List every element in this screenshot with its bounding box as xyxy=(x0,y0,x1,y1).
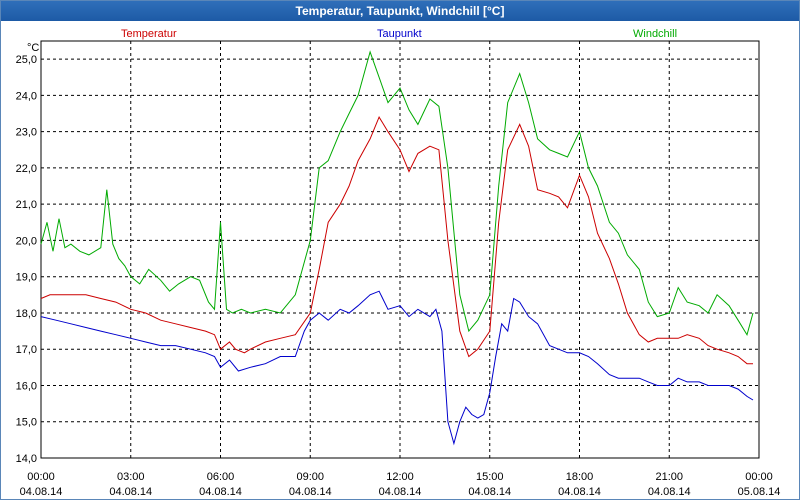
x-tick-date-label: 04.08.14 xyxy=(289,486,332,498)
x-tick-time-label: 12:00 xyxy=(386,471,414,483)
x-tick-time-label: 15:00 xyxy=(476,471,504,483)
series-line-taupunkt xyxy=(40,290,754,446)
series-line-temperatur xyxy=(40,115,753,365)
x-tick-date-label: 05.08.14 xyxy=(738,486,781,498)
y-tick-label: 20,0 xyxy=(16,235,37,247)
x-tick-time-label: 06:00 xyxy=(207,471,235,483)
x-tick-date-label: 04.08.14 xyxy=(379,486,422,498)
y-tick-label: 17,0 xyxy=(16,344,37,356)
x-tick-date-label: 04.08.14 xyxy=(468,486,511,498)
x-tick-time-label: 03:00 xyxy=(117,471,145,483)
x-tick-time-label: 00:00 xyxy=(745,471,773,483)
y-tick-label: 21,0 xyxy=(16,199,37,211)
y-tick-label: 15,0 xyxy=(16,417,37,429)
legend-taupunkt: Taupunkt xyxy=(377,28,422,40)
y-tick-label: 19,0 xyxy=(16,272,37,284)
y-tick-label: 16,0 xyxy=(16,380,37,392)
x-tick-date-label: 04.08.14 xyxy=(558,486,601,498)
y-tick-label: 25,0 xyxy=(16,54,37,66)
x-tick-time-label: 00:00 xyxy=(27,471,55,483)
legend-temperatur: Temperatur xyxy=(121,28,177,40)
y-tick-label: 24,0 xyxy=(16,90,37,102)
x-tick-date-label: 04.08.14 xyxy=(20,486,63,498)
y-tick-label: 14,0 xyxy=(16,453,37,465)
x-tick-time-label: 09:00 xyxy=(296,471,324,483)
series-line-windchill xyxy=(40,50,754,336)
y-axis-unit-label: °C xyxy=(27,42,39,54)
y-tick-label: 22,0 xyxy=(16,163,37,175)
y-tick-label: 23,0 xyxy=(16,127,37,139)
legend-windchill: Windchill xyxy=(633,28,677,40)
x-tick-time-label: 21:00 xyxy=(655,471,683,483)
chart-title: Temperatur, Taupunkt, Windchill [°C] xyxy=(1,1,799,21)
x-tick-date-label: 04.08.14 xyxy=(648,486,691,498)
y-tick-label: 18,0 xyxy=(16,308,37,320)
x-tick-date-label: 04.08.14 xyxy=(199,486,242,498)
x-tick-time-label: 18:00 xyxy=(566,471,594,483)
x-tick-date-label: 04.08.14 xyxy=(109,486,152,498)
plot-frame xyxy=(40,40,760,459)
